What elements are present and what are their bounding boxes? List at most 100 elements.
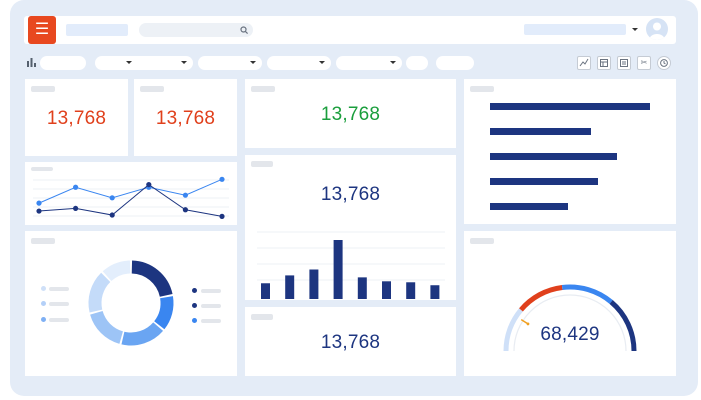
table-icon xyxy=(600,59,608,67)
table-tool[interactable] xyxy=(597,56,611,70)
gauge-rim xyxy=(513,294,627,352)
bar xyxy=(490,153,617,160)
bar-chart-icon xyxy=(27,58,36,67)
card-title xyxy=(251,86,275,92)
gauge-segment-light xyxy=(503,308,523,352)
kpi-value: 13,768 xyxy=(320,184,381,205)
card-title xyxy=(251,314,273,320)
chevron-down-icon xyxy=(319,61,325,64)
series-line xyxy=(38,183,223,217)
kpi-value: 13,768 xyxy=(155,108,216,129)
data-point xyxy=(36,208,42,214)
gauge-segment-red xyxy=(519,284,563,312)
gauge-segment-blue xyxy=(561,284,613,304)
data-point xyxy=(109,195,115,201)
donut-slice xyxy=(121,322,164,346)
series-line xyxy=(38,178,223,204)
kpi-value: 13,768 xyxy=(320,104,381,125)
line-chart-tool[interactable] xyxy=(577,56,591,70)
line-chart-card[interactable] xyxy=(25,162,237,225)
chevron-down-icon xyxy=(250,61,256,64)
workspace-select[interactable] xyxy=(524,24,626,35)
filter-dropdown-1[interactable] xyxy=(95,56,193,70)
bar xyxy=(430,285,440,299)
bar xyxy=(490,178,598,185)
kpi-card-5[interactable]: 13,768 xyxy=(245,307,456,376)
legend-label xyxy=(49,302,69,306)
data-point xyxy=(219,213,225,219)
clock-icon xyxy=(660,59,668,67)
filter-dropdown-4[interactable] xyxy=(336,56,402,70)
chevron-down-icon xyxy=(126,61,132,64)
hbar-chart-card[interactable] xyxy=(464,79,676,224)
card-title xyxy=(31,86,55,92)
bar xyxy=(490,128,591,135)
gauge-segment-navy xyxy=(609,300,637,352)
donut-slice xyxy=(102,260,131,282)
bar-chart-card[interactable]: 13,768 xyxy=(245,155,456,300)
chevron-down-icon xyxy=(390,61,396,64)
clock-tool[interactable] xyxy=(657,56,671,70)
legend-label xyxy=(201,319,221,323)
gauge-chart xyxy=(503,284,637,352)
filter-dropdown-3[interactable] xyxy=(267,56,331,70)
list-tool[interactable] xyxy=(617,56,631,70)
donut-slice xyxy=(153,296,174,330)
bar xyxy=(490,203,568,210)
bar xyxy=(333,240,343,299)
kpi-value: 13,768 xyxy=(46,108,107,129)
legend-dot xyxy=(41,301,46,306)
gauge-value: 68,429 xyxy=(540,324,600,345)
data-point xyxy=(36,200,42,206)
kpi-card-2[interactable]: 13,768 xyxy=(134,79,237,156)
legend-label xyxy=(201,304,221,308)
bar xyxy=(261,283,270,299)
avatar[interactable] xyxy=(646,18,668,40)
card-title xyxy=(251,161,273,167)
filter-pill-3[interactable] xyxy=(436,56,474,70)
app-title xyxy=(66,24,128,36)
bar xyxy=(406,282,416,299)
filter-pill-2[interactable] xyxy=(406,56,428,70)
data-point xyxy=(73,205,79,212)
chevron-down-icon[interactable] xyxy=(632,28,638,31)
bar xyxy=(309,269,319,299)
donut-slice xyxy=(90,310,124,344)
filter-dropdown-2[interactable] xyxy=(198,56,262,70)
kpi-card-1[interactable]: 13,768 xyxy=(25,79,128,156)
donut-chart xyxy=(88,260,174,346)
line-chart xyxy=(33,176,229,219)
legend-label xyxy=(49,318,69,322)
kpi-value: 13,768 xyxy=(320,332,381,353)
card-title xyxy=(470,86,494,92)
search-input[interactable] xyxy=(139,23,253,37)
card-title xyxy=(140,86,164,92)
bar xyxy=(357,277,367,299)
legend-dot xyxy=(192,303,197,308)
chevron-down-icon xyxy=(181,61,187,64)
data-point xyxy=(182,207,188,213)
legend-label xyxy=(49,287,69,291)
donut-slice xyxy=(131,260,173,298)
bar xyxy=(490,103,650,110)
bar xyxy=(285,275,295,299)
data-point xyxy=(146,181,152,188)
menu-button[interactable]: ☰ xyxy=(28,16,56,44)
hamburger-icon: ☰ xyxy=(34,21,50,38)
filter-pill-1[interactable] xyxy=(40,56,86,70)
data-point xyxy=(109,212,115,218)
gauge-card[interactable]: 68,429 xyxy=(464,231,676,376)
legend-dot xyxy=(192,318,197,323)
card-title xyxy=(31,238,55,244)
kpi-card-3[interactable]: 13,768 xyxy=(245,79,456,148)
legend-dot xyxy=(41,317,46,322)
card-title xyxy=(470,238,494,244)
bar xyxy=(382,281,391,299)
line-chart-icon xyxy=(579,58,589,67)
legend-label xyxy=(201,289,221,293)
search-icon xyxy=(240,26,249,35)
data-point xyxy=(219,176,225,182)
scissors-tool[interactable]: ✂ xyxy=(637,56,651,70)
legend-dot xyxy=(41,286,46,291)
donut-card[interactable] xyxy=(25,231,237,376)
